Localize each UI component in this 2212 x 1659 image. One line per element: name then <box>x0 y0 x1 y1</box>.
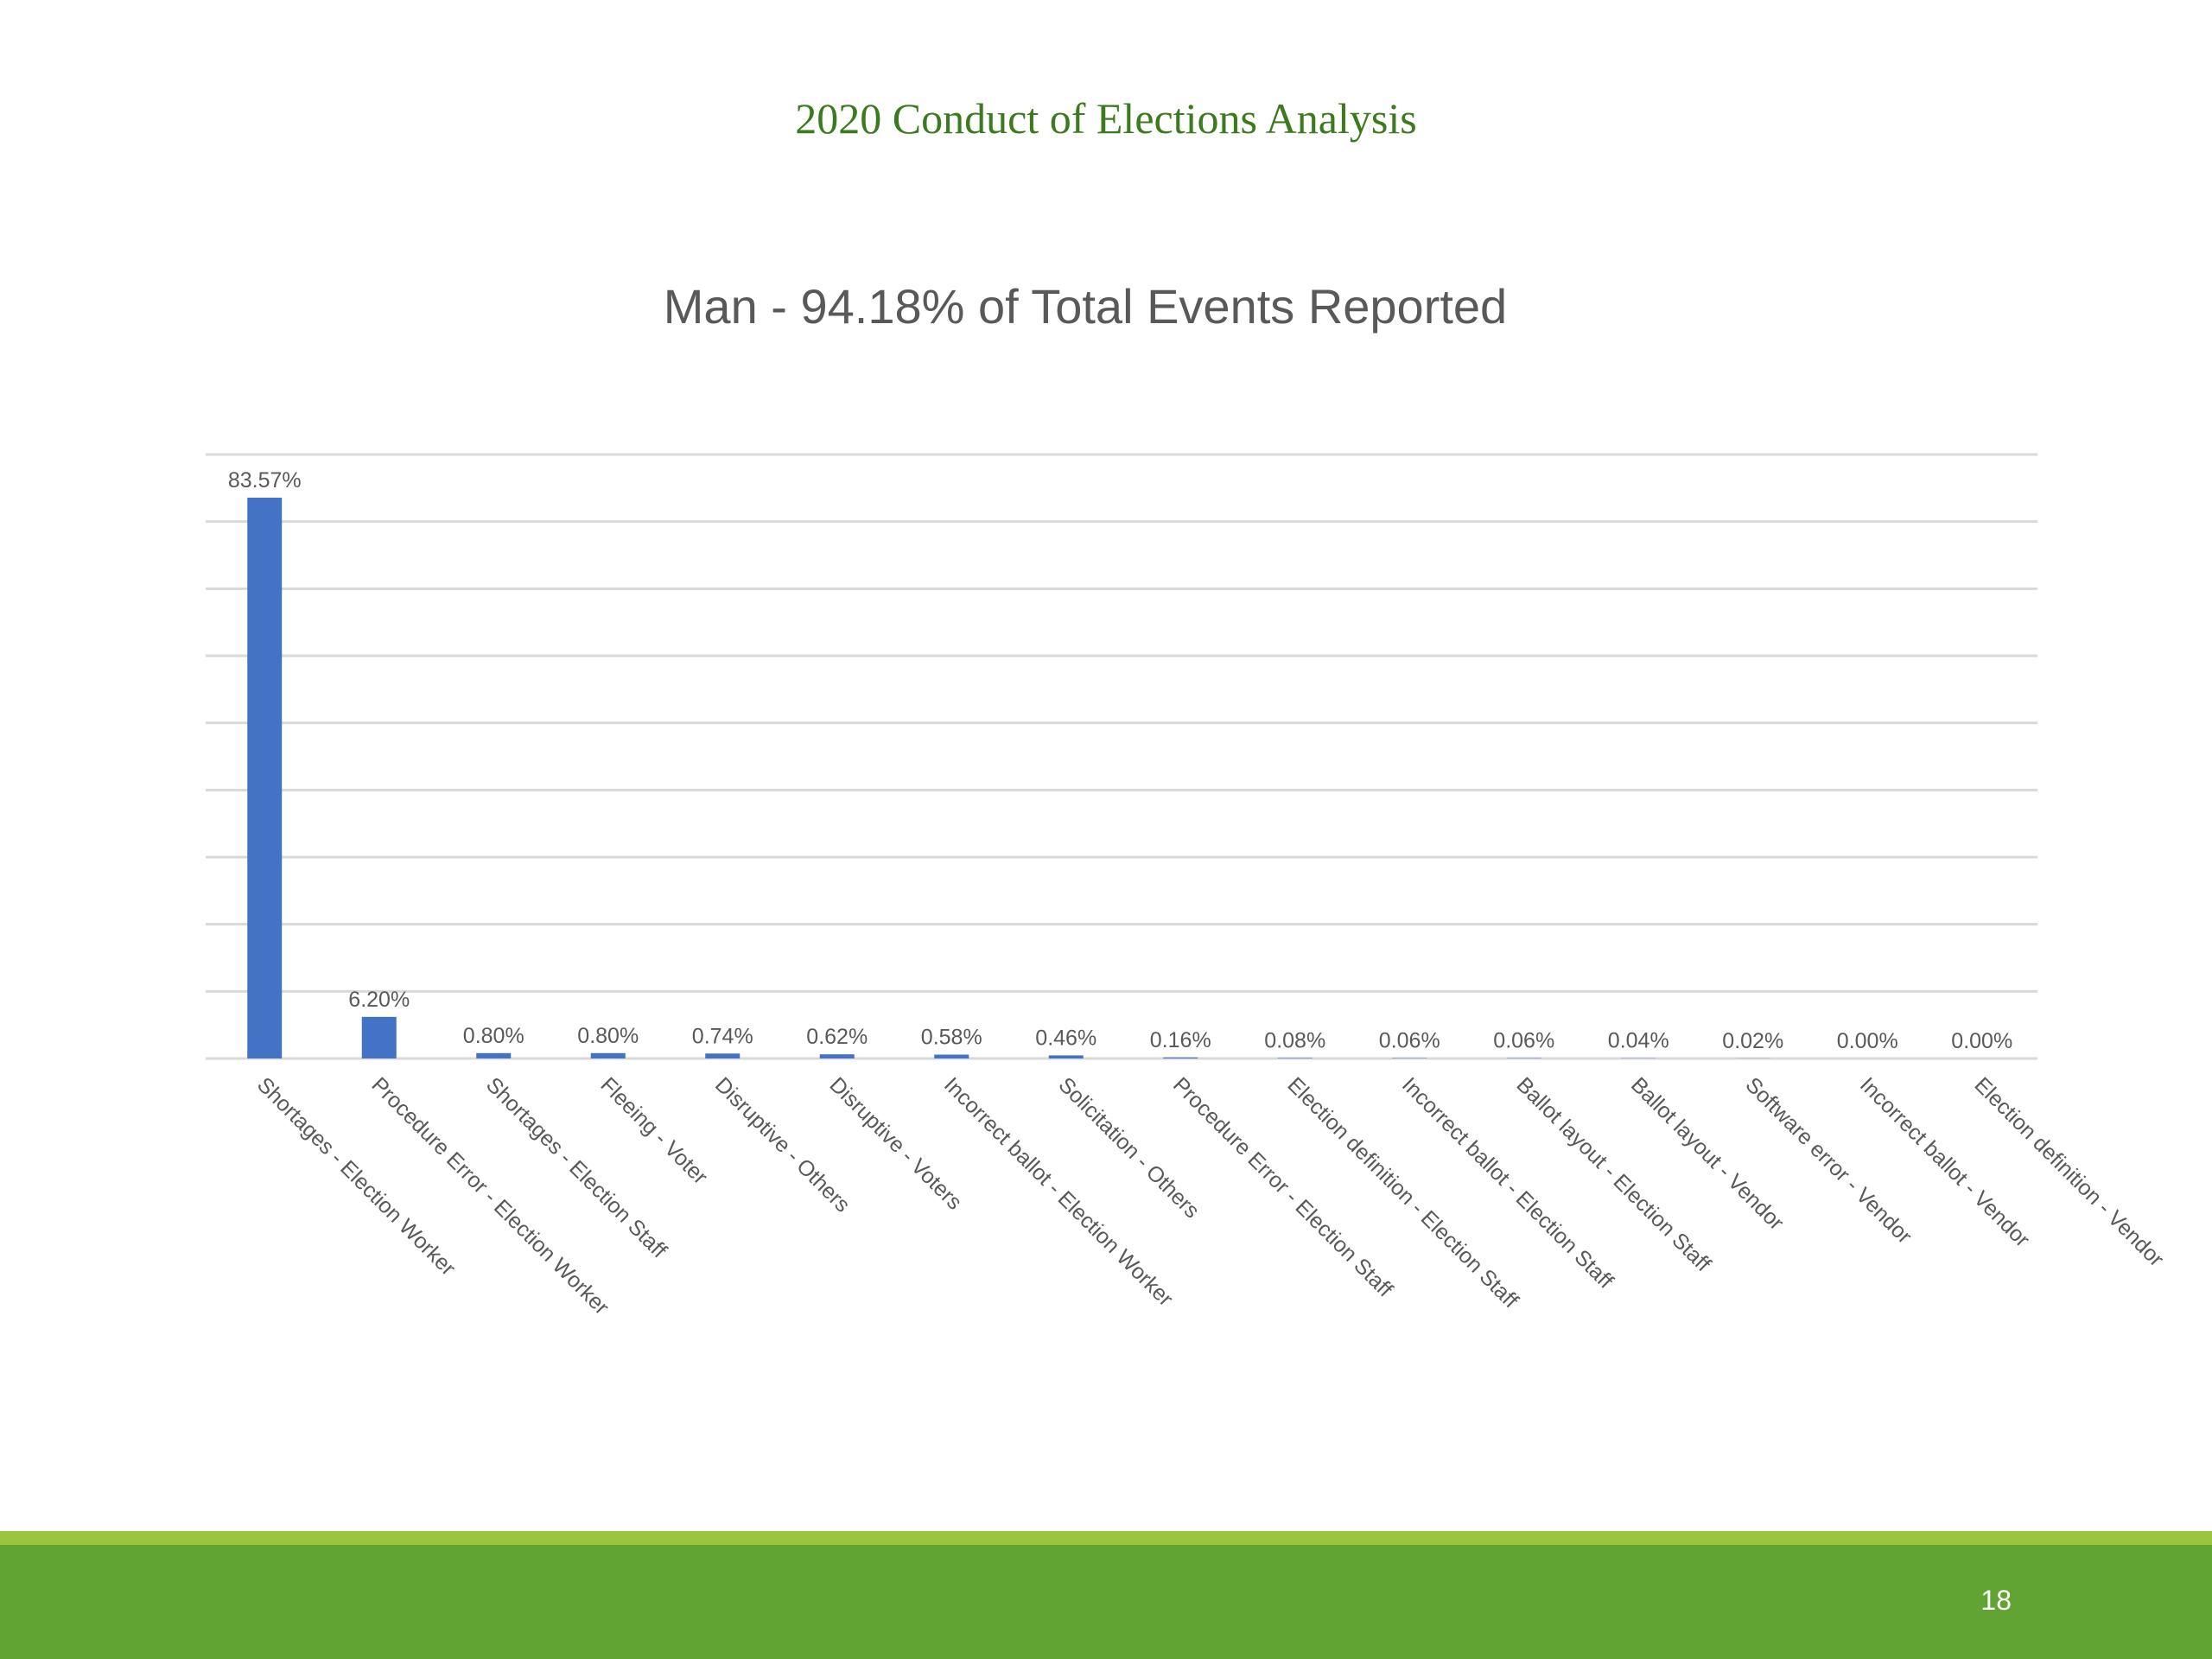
x-tick-label: Fleeing - Voter <box>596 1072 713 1189</box>
page-number: 18 <box>1980 1585 2012 1616</box>
x-tick-label: Shortages - Election Worker <box>252 1072 461 1281</box>
x-tick-label: Ballot layout - Election Staff <box>1512 1072 1716 1276</box>
chart-title: Man - 94.18% of Total Events Reported <box>663 279 1508 334</box>
page-header-title: 2020 Conduct of Elections Analysis <box>795 94 1417 143</box>
x-tick-label: Procedure Error - Election Staff <box>1168 1072 1397 1301</box>
data-label: 0.08% <box>1264 1028 1325 1052</box>
data-label: 0.06% <box>1493 1029 1554 1053</box>
data-label: 0.02% <box>1722 1029 1783 1053</box>
bar <box>476 1052 512 1058</box>
bar <box>247 497 283 1058</box>
x-tick-label: Procedure Error - Election Worker <box>367 1072 614 1319</box>
bar <box>934 1054 969 1058</box>
data-label: 0.00% <box>1951 1029 2012 1053</box>
footer-stripe <box>0 1531 2212 1545</box>
data-label: 0.80% <box>463 1024 524 1048</box>
data-label: 0.06% <box>1379 1029 1440 1053</box>
data-label: 0.62% <box>806 1025 868 1049</box>
data-label: 0.46% <box>1035 1026 1096 1050</box>
bar <box>590 1052 626 1058</box>
data-label: 6.20% <box>348 988 410 1012</box>
footer-bar: 18 <box>0 1545 2212 1659</box>
bar <box>705 1053 741 1058</box>
data-label: 0.80% <box>577 1024 639 1048</box>
bar <box>1048 1055 1084 1058</box>
x-tick-label: Incorrect ballot - Election Staff <box>1397 1072 1618 1293</box>
bar-chart: 83.57% Shortages - Election Worker 6.20% Pr… <box>206 453 2169 1319</box>
data-label: 0.16% <box>1150 1028 1211 1052</box>
x-tick-label: Incorrect ballot - Election Worker <box>939 1072 1178 1311</box>
data-label: 0.58% <box>921 1025 982 1049</box>
x-tick-label: Shortages - Election Staff <box>481 1072 671 1262</box>
bar <box>361 1016 397 1058</box>
data-label: 0.00% <box>1837 1029 1898 1053</box>
x-tick-label: Election definition - Election Staff <box>1283 1072 1523 1313</box>
x-tick-label: Election definition - Vendor <box>1970 1072 2169 1271</box>
data-label: 0.04% <box>1608 1029 1669 1053</box>
data-label: 0.74% <box>692 1024 753 1048</box>
data-label: 83.57% <box>228 468 302 493</box>
bar <box>819 1054 855 1058</box>
